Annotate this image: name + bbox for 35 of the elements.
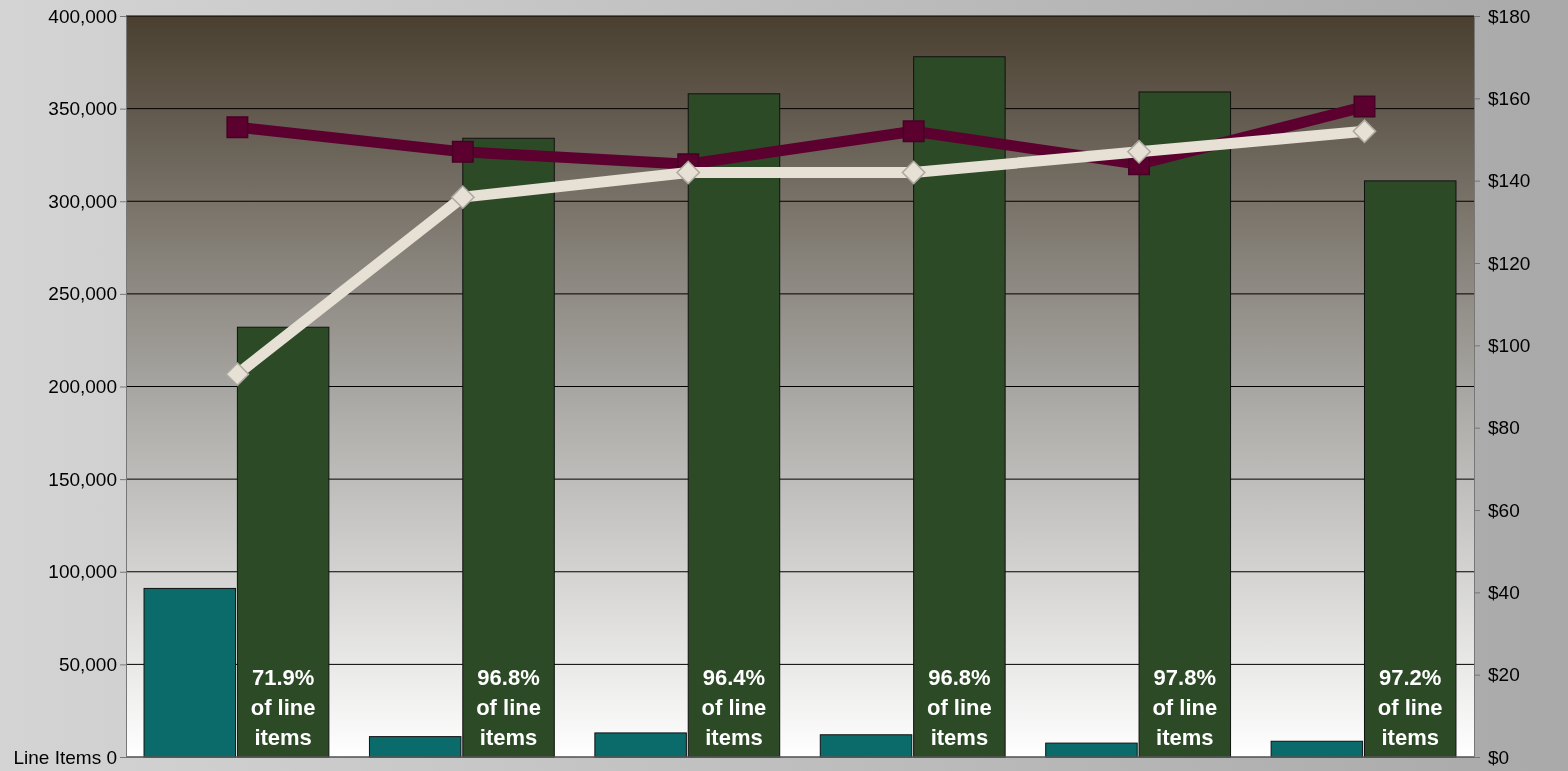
point	[902, 120, 925, 143]
y-tick-label: 200,000	[48, 376, 117, 398]
y2-tick-label: $20	[1488, 664, 1520, 686]
y2-tick-label: $100	[1488, 334, 1531, 356]
annotation: 97.2% of line items	[1377, 665, 1443, 750]
point	[450, 185, 475, 210]
point	[226, 116, 249, 139]
y-tick-label: 100,000	[48, 561, 117, 583]
y-tick-label: 350,000	[48, 98, 117, 120]
point	[225, 362, 250, 387]
point	[1127, 139, 1151, 164]
annotation: 71.9% of line items	[250, 665, 316, 750]
point	[1353, 95, 1376, 118]
point	[901, 160, 926, 185]
annotation: 96.4% of line items	[701, 665, 767, 750]
point	[1352, 119, 1377, 144]
y-tick-label: 400,000	[48, 5, 117, 27]
annotation: 96.8% of line items	[476, 665, 541, 750]
y2-tick-label: $60	[1488, 499, 1520, 521]
y2-tick-label: $80	[1488, 417, 1520, 439]
annotation: 96.8% of line items	[927, 665, 992, 750]
annotation: 97.8% of line items	[1152, 665, 1218, 750]
y2-tick-label: $40	[1488, 581, 1520, 603]
point	[676, 160, 701, 185]
y-tick-label: 50,000	[58, 653, 117, 675]
point	[451, 140, 474, 163]
y2-tick-label: $120	[1488, 252, 1531, 274]
y-tick-label: 150,000	[48, 468, 117, 490]
y2-tick-label: $180	[1488, 5, 1531, 27]
y-tick-label: Line Items 0	[13, 746, 117, 768]
y2-tick-label: $0	[1488, 746, 1510, 768]
y2-tick-label: $140	[1488, 170, 1531, 192]
y-tick-label: 250,000	[48, 283, 117, 305]
y2-tick-label: $160	[1488, 87, 1531, 109]
y-tick-label: 300,000	[48, 190, 117, 212]
